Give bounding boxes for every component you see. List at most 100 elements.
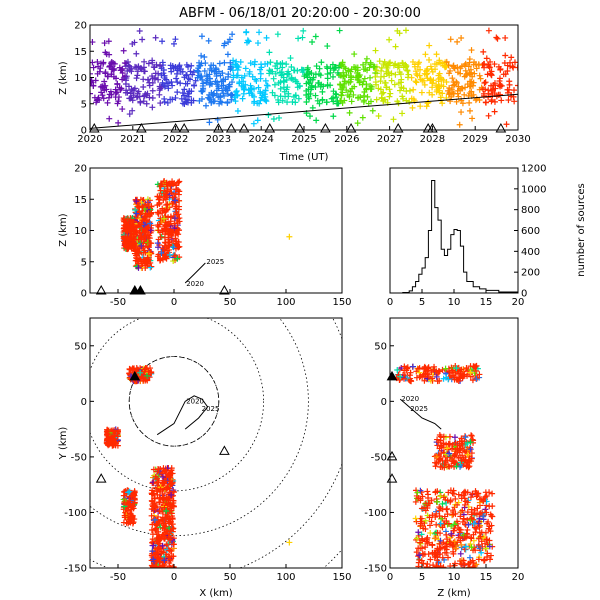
z-y-point bbox=[451, 525, 458, 532]
time-height-xtick-label: 2024 bbox=[248, 134, 273, 145]
time-height-point bbox=[338, 92, 345, 99]
time-height-point bbox=[90, 82, 97, 89]
time-height-point bbox=[251, 98, 258, 105]
z-y-ytick-label: -150 bbox=[364, 564, 387, 575]
time-height-point bbox=[256, 29, 263, 36]
z-y-point bbox=[437, 505, 444, 512]
plan-view-point bbox=[160, 477, 167, 484]
x-z-point bbox=[128, 245, 135, 252]
x-z-point bbox=[147, 220, 154, 227]
z-y-point bbox=[451, 562, 458, 568]
z-y-point bbox=[406, 372, 413, 379]
time-height-point bbox=[174, 79, 181, 86]
plan-view-track bbox=[156, 395, 209, 436]
station-marker bbox=[95, 284, 107, 295]
x-z-outlier bbox=[286, 233, 293, 240]
time-height-point bbox=[330, 113, 337, 120]
z-y-point bbox=[449, 512, 456, 519]
x-z-point bbox=[160, 190, 167, 197]
z-y-point bbox=[458, 457, 465, 464]
station-marker bbox=[386, 473, 398, 483]
x-z-point bbox=[172, 197, 179, 204]
time-height-point bbox=[99, 83, 106, 90]
plan-view-point bbox=[170, 499, 177, 506]
station-marker bbox=[213, 122, 224, 133]
z-y-point bbox=[431, 535, 438, 542]
z-y-point bbox=[440, 539, 447, 546]
station-marker bbox=[219, 445, 230, 455]
x-z-point bbox=[163, 206, 170, 213]
z-y-point bbox=[418, 515, 425, 522]
time-height-point bbox=[177, 80, 184, 87]
x-z-track bbox=[184, 262, 206, 284]
time-height-point bbox=[493, 34, 500, 41]
time-height-point bbox=[276, 114, 283, 121]
z-y-point bbox=[470, 363, 477, 370]
time-height-point bbox=[131, 85, 138, 92]
z-y-point bbox=[423, 564, 430, 568]
z-y-point bbox=[467, 439, 474, 446]
time-height-point bbox=[215, 83, 222, 90]
plan-view-point bbox=[155, 540, 162, 547]
x-z-point bbox=[157, 182, 164, 189]
time-height-point bbox=[223, 84, 230, 91]
time-height-point bbox=[312, 92, 319, 99]
time-height-point bbox=[254, 117, 261, 124]
z-y-point bbox=[439, 500, 446, 507]
time-height-point bbox=[124, 89, 131, 96]
time-height-point bbox=[159, 38, 166, 45]
time-height-point bbox=[232, 98, 239, 105]
time-height-point bbox=[476, 72, 483, 79]
x-z-point bbox=[161, 215, 168, 222]
time-height-point bbox=[160, 82, 167, 89]
time-height-point bbox=[119, 76, 126, 83]
plan-view-frame bbox=[89, 317, 343, 569]
z-y-point bbox=[434, 551, 441, 558]
time-height-point bbox=[333, 91, 340, 98]
time-height-point bbox=[305, 90, 312, 97]
x-z-point bbox=[148, 210, 155, 217]
time-height-point bbox=[243, 29, 250, 36]
z-y-point bbox=[434, 370, 441, 377]
z-y-point bbox=[454, 376, 461, 383]
z-y-point bbox=[425, 494, 432, 501]
station-marker bbox=[392, 122, 404, 133]
time-height-point bbox=[233, 88, 240, 95]
time-height-point bbox=[367, 98, 374, 105]
plan-view-point bbox=[153, 488, 160, 495]
time-height-point bbox=[306, 80, 313, 87]
plan-view-point bbox=[163, 486, 170, 493]
time-height-point bbox=[222, 76, 229, 83]
z-y-point bbox=[462, 434, 469, 441]
time-height-point bbox=[137, 99, 144, 106]
z-y-point bbox=[447, 454, 454, 461]
time-height-point bbox=[467, 82, 474, 89]
z-y-point bbox=[480, 557, 487, 564]
x-z-panel: 2020 2025 -50 0 50 100 150 0 5 10 15 20 Z (km) bbox=[58, 164, 352, 309]
x-z-point bbox=[135, 264, 142, 271]
time-height-point bbox=[198, 52, 205, 59]
time-height-point bbox=[466, 83, 473, 90]
time-height-point bbox=[306, 113, 313, 120]
x-z-point bbox=[175, 191, 182, 198]
time-height-point bbox=[343, 87, 350, 94]
time-height-point bbox=[155, 76, 162, 83]
x-z-point bbox=[136, 203, 143, 210]
time-height-point bbox=[167, 62, 174, 69]
z-y-point bbox=[439, 457, 446, 464]
x-z-xtick-label: 100 bbox=[276, 297, 295, 308]
plan-view-point bbox=[161, 496, 168, 503]
plan-view-point bbox=[150, 506, 157, 513]
time-height-point bbox=[284, 99, 291, 106]
time-height-point bbox=[149, 104, 156, 111]
time-height-point bbox=[165, 79, 172, 86]
time-height-point bbox=[106, 51, 113, 58]
z-y-point bbox=[401, 375, 408, 382]
time-height-point bbox=[122, 63, 129, 70]
time-height-point bbox=[306, 71, 313, 78]
z-y-point bbox=[474, 505, 481, 512]
time-height-point bbox=[454, 87, 461, 94]
plan-view-point bbox=[143, 376, 150, 383]
x-z-point bbox=[156, 199, 163, 206]
time-height-point bbox=[108, 71, 115, 78]
